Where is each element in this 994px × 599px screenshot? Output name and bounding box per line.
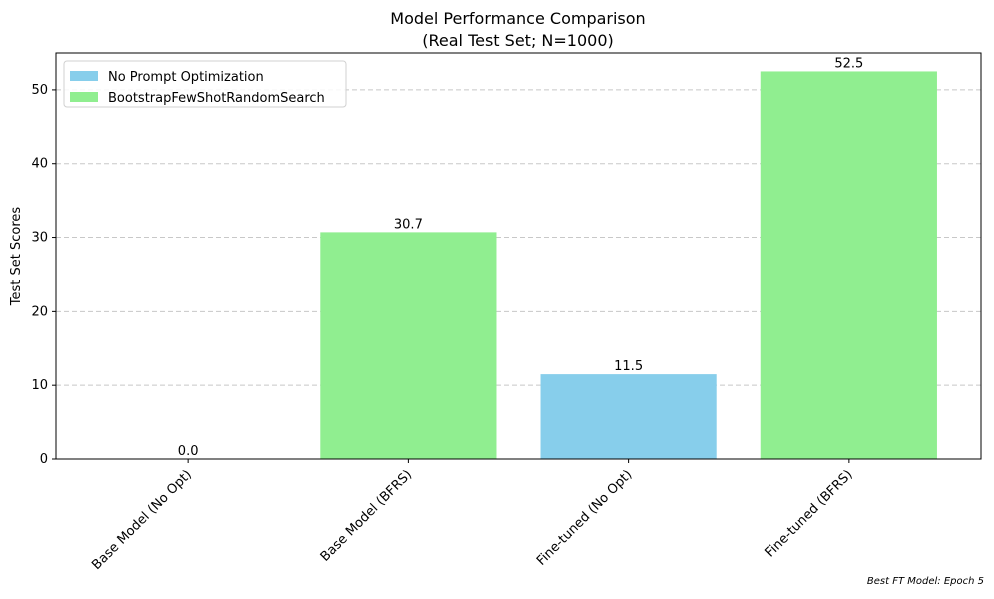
y-tick-label: 30 bbox=[31, 231, 48, 246]
y-tick-label: 20 bbox=[31, 304, 48, 319]
legend-swatch bbox=[70, 92, 98, 102]
bar-value-label: 0.0 bbox=[178, 444, 199, 459]
x-tick-label: Fine-tuned (BFRS) bbox=[762, 467, 855, 560]
x-tick-label: Fine-tuned (No Opt) bbox=[534, 467, 636, 569]
legend-box bbox=[63, 60, 347, 108]
y-tick-label: 0 bbox=[40, 452, 48, 467]
chart-subtitle: (Real Test Set; N=1000) bbox=[422, 31, 614, 50]
chart-title: Model Performance Comparison bbox=[390, 9, 645, 28]
bar-value-label: 30.7 bbox=[394, 217, 423, 232]
bar-value-label: 11.5 bbox=[614, 359, 643, 374]
bar-value-label: 52.5 bbox=[834, 56, 863, 71]
plot-frame bbox=[55, 52, 982, 460]
bar bbox=[540, 374, 717, 459]
legend-label: BootstrapFewShotRandomSearch bbox=[108, 91, 325, 106]
legend-label: No Prompt Optimization bbox=[108, 70, 264, 85]
x-tick-label: Base Model (No Opt) bbox=[89, 467, 195, 573]
y-tick-label: 10 bbox=[31, 378, 48, 393]
y-axis-label: Test Set Scores bbox=[9, 207, 24, 307]
bar bbox=[320, 232, 497, 459]
y-tick-label: 50 bbox=[31, 83, 48, 98]
bar bbox=[760, 71, 937, 460]
footnote: Best FT Model: Epoch 5 bbox=[866, 576, 984, 587]
x-tick-label: Base Model (BFRS) bbox=[318, 467, 415, 564]
y-tick-label: 40 bbox=[31, 157, 48, 172]
legend-swatch bbox=[70, 71, 98, 81]
